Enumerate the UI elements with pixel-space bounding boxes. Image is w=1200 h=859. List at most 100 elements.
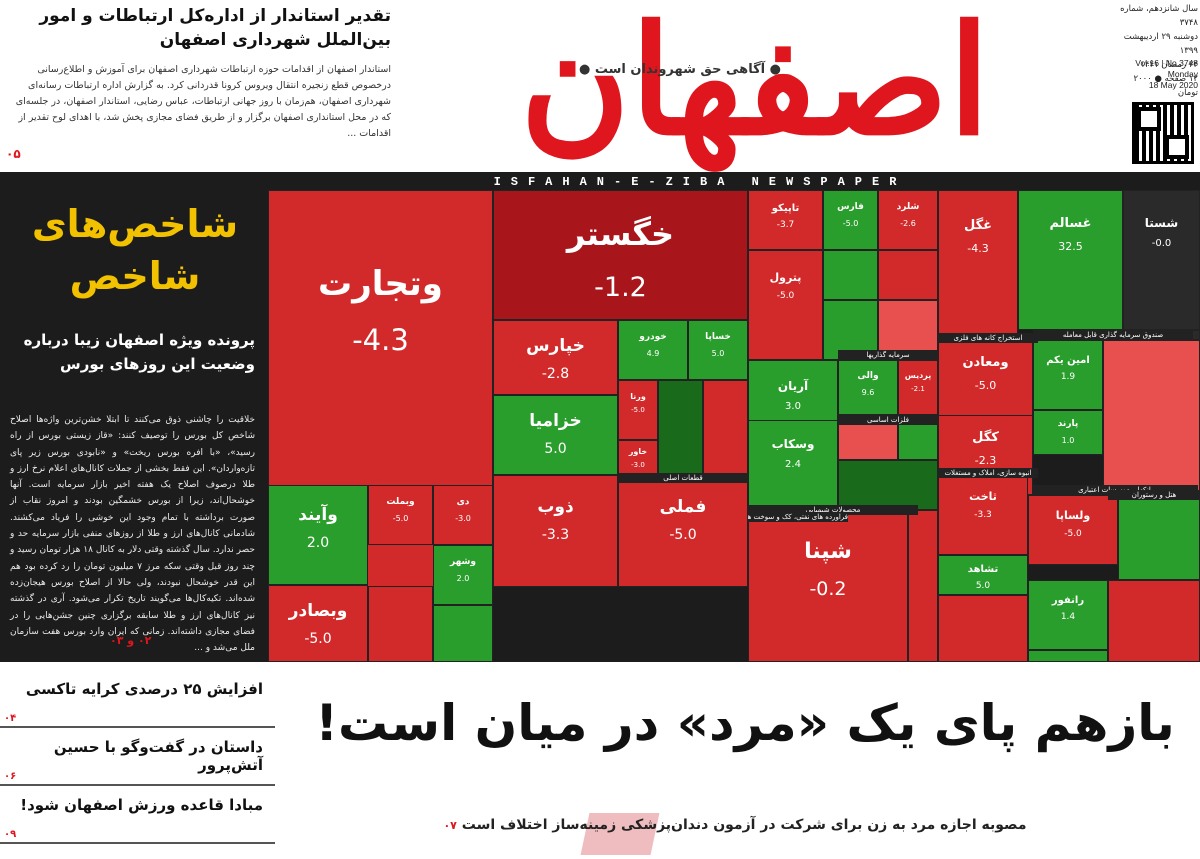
- tile-symbol: ولساپا: [1055, 509, 1091, 522]
- side-headline-page: ۰۴: [4, 713, 17, 724]
- tile-symbol: وبملت: [386, 497, 415, 507]
- tile-change: 1.0: [1061, 435, 1075, 445]
- treemap-tile: تشاهد 5.0: [938, 555, 1028, 595]
- feature-page: ۰۲ و ۰۳: [110, 634, 152, 647]
- tile-symbol: خودرو: [639, 332, 667, 342]
- treemap-minor-tile: [1108, 580, 1200, 662]
- sector-label: استخراج کانه های فلزی: [938, 333, 1038, 343]
- meta-line: Vol.16 | No.3748: [1135, 58, 1198, 68]
- qr-code-icon: [1132, 102, 1194, 164]
- tile-symbol: تشاهد: [967, 564, 999, 575]
- tile-symbol: امین یکم: [1046, 355, 1090, 366]
- treemap-tile: شپنا -0.2: [748, 510, 908, 662]
- meta-line: دوشنبه ۲۹ اردیبهشت ۱۳۹۹: [1123, 32, 1198, 56]
- tile-change: 2.0: [456, 573, 470, 583]
- tile-symbol: پترول: [769, 271, 802, 284]
- side-headline-page: ۰۶: [4, 771, 17, 782]
- tile-change: -3.0: [631, 461, 645, 470]
- feature-body: خلاقیت را چاشنی ذوق می‌کنند تا ابتلا خشن…: [10, 415, 255, 654]
- lede-text: مصوبه اجازه مرد به زن برای شرکت در آزمون…: [461, 817, 1027, 833]
- issue-meta-fa: سال شانزدهم، شماره ۳۷۴۸ دوشنبه ۲۹ اردیبه…: [1118, 2, 1198, 100]
- tile-symbol: آریان: [777, 379, 809, 393]
- tile-change: -2.1: [911, 385, 925, 394]
- tile-change: -4.3: [352, 323, 409, 358]
- tile-symbol: والی: [857, 371, 879, 381]
- tile-change: 2.4: [785, 458, 801, 470]
- tile-symbol: رانفور: [1051, 595, 1085, 606]
- tile-symbol: وآیند: [298, 505, 338, 525]
- treemap-tile: امین یکم 1.9: [1033, 340, 1103, 410]
- sector-label: فلزات اساسی: [838, 415, 938, 425]
- tile-change: -4.3: [967, 241, 989, 255]
- tile-change: -5.0: [669, 527, 697, 544]
- tile-symbol: غگل: [963, 218, 993, 233]
- treemap-tile: دی -3.0: [433, 485, 493, 545]
- side-headline[interactable]: افزایش ۲۵ درصدی کرایه تاکسی ۰۴: [0, 670, 275, 728]
- tile-change: -2.8: [541, 366, 570, 383]
- tile-change: -2.3: [974, 453, 997, 467]
- side-headline-page: ۰۹: [4, 829, 17, 840]
- side-headline[interactable]: داستان در گفت‌وگو با حسین آتش‌پرور ۰۶: [0, 728, 275, 786]
- sector-label: قطعات اصلی: [618, 473, 748, 483]
- treemap-tile: شستا -0.0: [1123, 190, 1200, 330]
- top-story-body: استاندار اصفهان از اقدامات حوزه ارتباطات…: [15, 64, 391, 139]
- treemap-minor-tile: [838, 460, 938, 510]
- treemap-tile: غسالم 32.5: [1018, 190, 1123, 330]
- side-headlines: افزایش ۲۵ درصدی کرایه تاکسی ۰۴ داستان در…: [0, 670, 275, 844]
- tile-change: -5.0: [1064, 529, 1082, 540]
- side-headline-title: افزایش ۲۵ درصدی کرایه تاکسی: [25, 680, 263, 698]
- tile-change: -5.0: [631, 406, 645, 415]
- treemap-minor-tile: [908, 510, 938, 662]
- sector-label: صندوق سرمایه گذاری قابل معامله: [1033, 330, 1193, 340]
- treemap-tile: خزامیا 5.0: [493, 395, 618, 475]
- tile-symbol: شستا: [1144, 216, 1179, 230]
- side-headline-title: داستان در گفت‌وگو با حسین آتش‌پرور: [53, 738, 263, 774]
- tile-change: -1.2: [594, 271, 647, 303]
- tile-change: -5.0: [842, 218, 859, 228]
- treemap-tile: ذوب -3.3: [493, 475, 618, 587]
- treemap-tile: خساپا 5.0: [688, 320, 748, 380]
- tile-symbol: دی: [456, 497, 470, 507]
- treemap-minor-tile: [1103, 340, 1200, 495]
- side-headline-title: مبادا قاعده ورزش اصفهان شود!: [20, 796, 263, 814]
- treemap-tile: خگستر -1.2: [493, 190, 748, 320]
- treemap-tile: ثاخت -3.3: [938, 475, 1028, 555]
- top-story-title: تقدیر استاندار از اداره‌کل ارتباطات و ام…: [39, 6, 391, 50]
- treemap-tile: پارند 1.0: [1033, 410, 1103, 455]
- tile-symbol: خساپا: [705, 332, 731, 342]
- treemap-tile: خاور -3.0: [618, 440, 658, 475]
- tile-change: -2.6: [900, 218, 916, 228]
- tile-symbol: فارس: [837, 202, 864, 212]
- band-label: ISFAHAN-E-ZIBA NEWSPAPER: [493, 175, 907, 189]
- feature-subtitle: پرونده ویژه اصفهان زیبا درباره وضعیت این…: [23, 331, 255, 373]
- treemap-tile: پترول -5.0: [748, 250, 823, 360]
- treemap-tile: غگل -4.3: [938, 190, 1018, 340]
- top-story-page: ۰۵: [6, 147, 21, 161]
- tile-change: 5.0: [975, 581, 991, 591]
- tile-change: 5.0: [711, 348, 725, 358]
- tile-change: 3.0: [785, 400, 801, 412]
- treemap-tile: رانفور 1.4: [1028, 580, 1108, 650]
- tile-symbol: کگل: [972, 430, 999, 445]
- tile-change: 5.0: [544, 441, 567, 458]
- feature-title-line: شاخص: [69, 254, 201, 298]
- tile-change: 4.9: [646, 348, 660, 358]
- tile-change: -3.3: [974, 510, 992, 521]
- tile-symbol: پردیس: [904, 371, 932, 380]
- meta-line: سال شانزدهم، شماره ۳۷۴۸: [1120, 4, 1198, 28]
- newspaper-logo: اصفهان زیبا: [520, 0, 994, 336]
- tile-symbol: فملی: [659, 497, 707, 517]
- side-headline[interactable]: مبادا قاعده ورزش اصفهان شود! ۰۹: [0, 786, 275, 844]
- treemap-tile: تاپیکو -3.7: [748, 190, 823, 250]
- treemap-tile: شلرد -2.6: [878, 190, 938, 250]
- tile-change: 9.6: [861, 387, 875, 397]
- treemap-tile: پردیس -2.1: [898, 360, 938, 415]
- treemap-minor-tile: [878, 250, 938, 300]
- treemap-tile: فملی -5.0: [618, 475, 748, 587]
- treemap-tile: فارس -5.0: [823, 190, 878, 250]
- tile-change: -5.0: [974, 378, 997, 392]
- tile-change: -3.7: [776, 220, 795, 230]
- top-story: تقدیر استاندار از اداره‌کل ارتباطات و ام…: [6, 4, 391, 142]
- tile-change: -5.0: [776, 291, 795, 302]
- treemap-tile: والی 9.6: [838, 360, 898, 415]
